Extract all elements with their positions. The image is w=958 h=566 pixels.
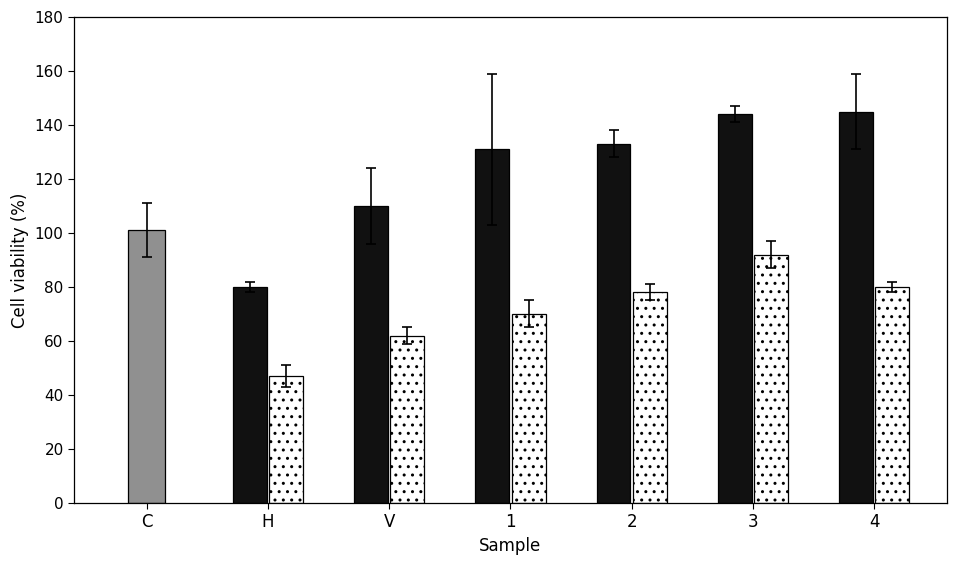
Bar <box>354 206 388 503</box>
Bar <box>391 336 424 503</box>
Bar <box>269 376 303 503</box>
X-axis label: Sample: Sample <box>479 537 541 555</box>
Bar <box>475 149 510 503</box>
Bar <box>512 314 546 503</box>
Bar <box>633 293 667 503</box>
Bar <box>876 287 909 503</box>
Bar <box>233 287 267 503</box>
Bar <box>754 255 788 503</box>
Bar <box>839 112 873 503</box>
Bar <box>128 230 166 503</box>
Bar <box>597 144 630 503</box>
Bar <box>718 114 752 503</box>
Y-axis label: Cell viability (%): Cell viability (%) <box>11 192 29 328</box>
